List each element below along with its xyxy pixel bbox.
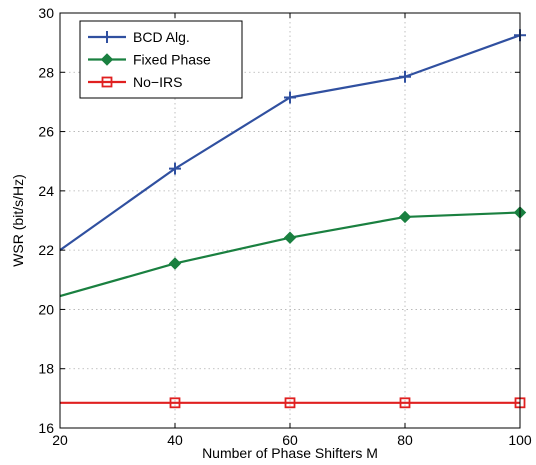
y-tick-label: 16: [38, 420, 54, 436]
x-tick-label: 100: [508, 432, 532, 448]
series-1: [59, 29, 526, 252]
data-point: [399, 70, 411, 83]
ticks: 20 40 60 80 100 16 18 20 22 24 26 28 30: [38, 5, 531, 448]
legend: BCD Alg. Fixed Phase No−IRS: [79, 20, 243, 99]
y-tick-label: 30: [38, 5, 54, 21]
data-point: [169, 162, 181, 175]
x-axis-label: Number of Phase Shifters M: [202, 445, 378, 461]
legend-marker: [101, 76, 113, 88]
data-point: [284, 91, 296, 104]
y-axis-label: WSR (bit/s/Hz): [10, 174, 26, 267]
data-point: [398, 210, 412, 224]
x-tick-label: 40: [167, 432, 183, 448]
series-2: [59, 206, 527, 298]
series-layer: [59, 29, 527, 409]
legend-label: Fixed Phase: [133, 52, 211, 68]
data-point: [283, 231, 297, 244]
x-tick-label: 80: [397, 432, 413, 448]
legend-label: BCD Alg.: [133, 29, 190, 45]
x-tick-label: 60: [282, 432, 298, 448]
data-point: [168, 257, 182, 270]
y-tick-label: 18: [38, 361, 54, 377]
data-point: [284, 397, 296, 409]
data-point: [169, 397, 181, 409]
legend-marker: [100, 53, 114, 66]
y-tick-label: 24: [38, 183, 54, 199]
legend-marker: [101, 31, 113, 43]
legend-label: No−IRS: [133, 74, 182, 90]
y-tick-label: 28: [38, 64, 54, 80]
y-tick-label: 26: [38, 124, 54, 140]
data-point: [399, 397, 411, 409]
x-tick-label: 20: [52, 432, 68, 448]
series-3: [60, 397, 526, 409]
y-tick-label: 22: [38, 242, 54, 258]
y-tick-label: 20: [38, 301, 54, 317]
